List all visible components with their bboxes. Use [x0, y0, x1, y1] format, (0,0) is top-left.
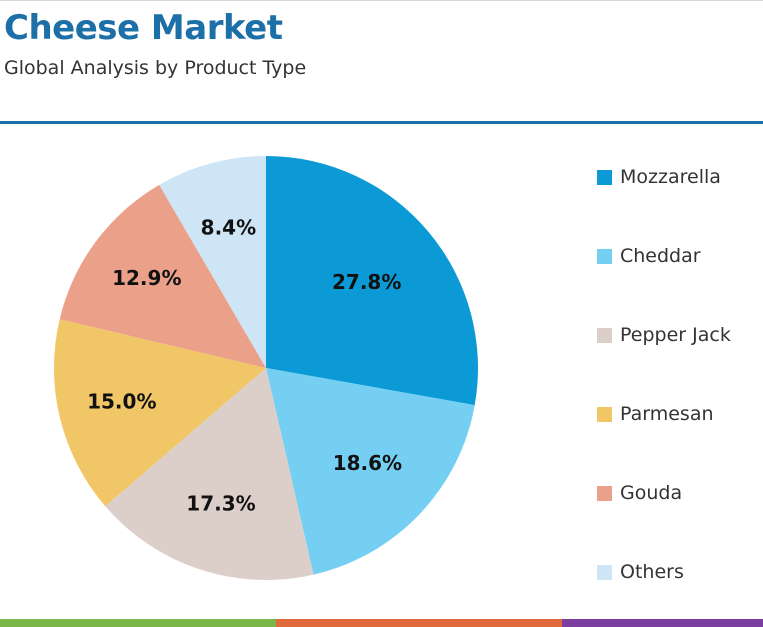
- bottom-bar-segment: [0, 619, 276, 627]
- legend-label: Gouda: [620, 482, 683, 504]
- legend-label: Mozzarella: [620, 166, 721, 188]
- legend-item-parmesan: Parmesan: [597, 399, 714, 429]
- legend-swatch: [597, 406, 612, 422]
- header-divider: [0, 121, 763, 124]
- pie-slice-mozzarella: [266, 156, 479, 406]
- legend-item-pepper-jack: Pepper Jack: [597, 320, 731, 350]
- pie-labels: 27.8% 18.6% 17.3% 15.0% 12.9% 8.4%: [87, 215, 402, 515]
- legend-item-mozzarella: Mozzarella: [597, 162, 721, 192]
- legend-label: Pepper Jack: [620, 324, 731, 346]
- pie-slice-gouda: [59, 184, 267, 368]
- legend-swatch: [597, 485, 612, 501]
- slice-label-gouda: 12.9%: [112, 266, 181, 290]
- pie-slices: [53, 156, 479, 581]
- slice-label-mozzarella: 27.8%: [332, 270, 401, 294]
- slice-label-pepper-jack: 17.3%: [186, 492, 255, 516]
- slice-label-parmesan: 15.0%: [87, 390, 156, 414]
- slice-label-cheddar: 18.6%: [333, 451, 402, 475]
- top-border: [0, 0, 763, 1]
- legend-item-cheddar: Cheddar: [597, 241, 701, 271]
- bottom-bar-segment: [562, 619, 763, 627]
- chart-subtitle: Global Analysis by Product Type: [4, 57, 307, 79]
- legend-swatch: [597, 564, 612, 580]
- legend-label: Cheddar: [620, 245, 701, 267]
- pie-slice-parmesan: [53, 319, 267, 507]
- legend-swatch: [597, 248, 612, 264]
- legend-swatch: [597, 327, 612, 343]
- pie-slice-others: [159, 156, 266, 368]
- bottom-accent-bar: [0, 619, 763, 627]
- chart-title: Cheese Market: [4, 8, 283, 48]
- legend-label: Others: [620, 561, 684, 583]
- legend-label: Parmesan: [620, 403, 714, 425]
- legend-item-gouda: Gouda: [597, 478, 682, 508]
- pie-slice-cheddar: [266, 368, 475, 575]
- pie-slice-pepper-jack: [105, 368, 314, 581]
- bottom-bar-segment: [276, 619, 562, 627]
- pie-chart: 27.8% 18.6% 17.3% 15.0% 12.9% 8.4%: [53, 156, 479, 581]
- legend-item-others: Others: [597, 557, 684, 587]
- slice-label-others: 8.4%: [201, 215, 256, 239]
- legend-swatch: [597, 169, 612, 185]
